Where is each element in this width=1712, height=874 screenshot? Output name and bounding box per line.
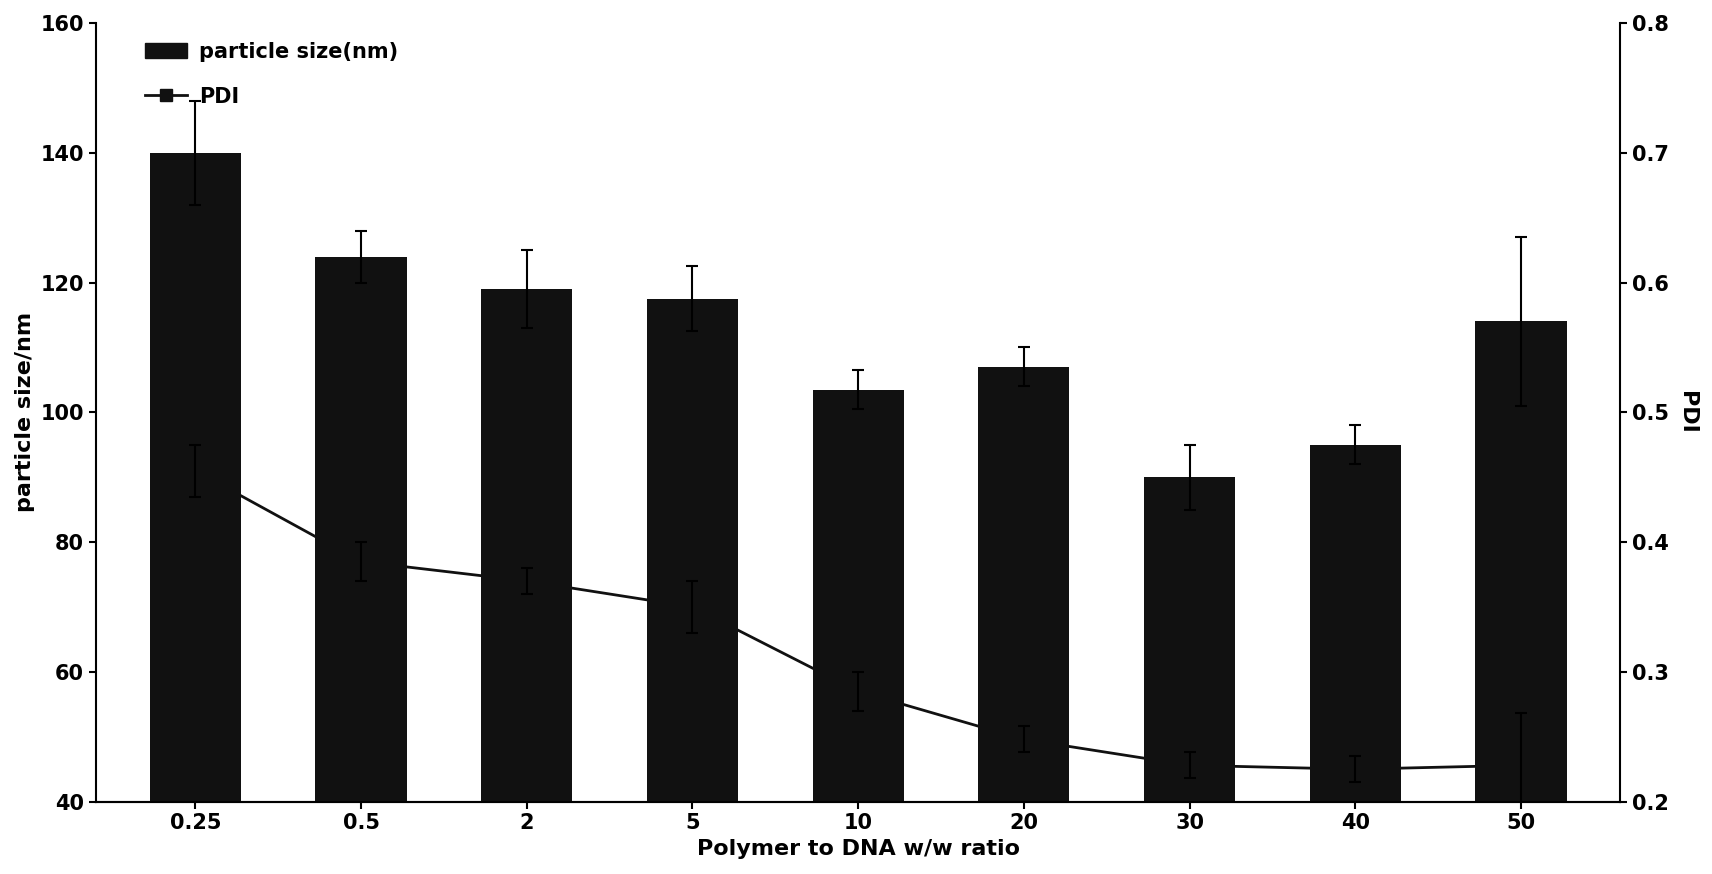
Y-axis label: particle size/nm: particle size/nm <box>15 312 34 512</box>
Bar <box>647 299 738 874</box>
Bar <box>481 289 572 874</box>
Bar <box>1476 322 1566 874</box>
Bar <box>978 367 1070 874</box>
Legend: particle size(nm), PDI: particle size(nm), PDI <box>137 33 407 115</box>
Bar <box>1144 477 1234 874</box>
Bar <box>149 153 241 874</box>
Y-axis label: PDI: PDI <box>1678 391 1697 434</box>
Bar <box>813 390 904 874</box>
X-axis label: Polymer to DNA w/w ratio: Polymer to DNA w/w ratio <box>697 839 1020 859</box>
Bar <box>315 257 406 874</box>
Bar <box>1310 445 1400 874</box>
